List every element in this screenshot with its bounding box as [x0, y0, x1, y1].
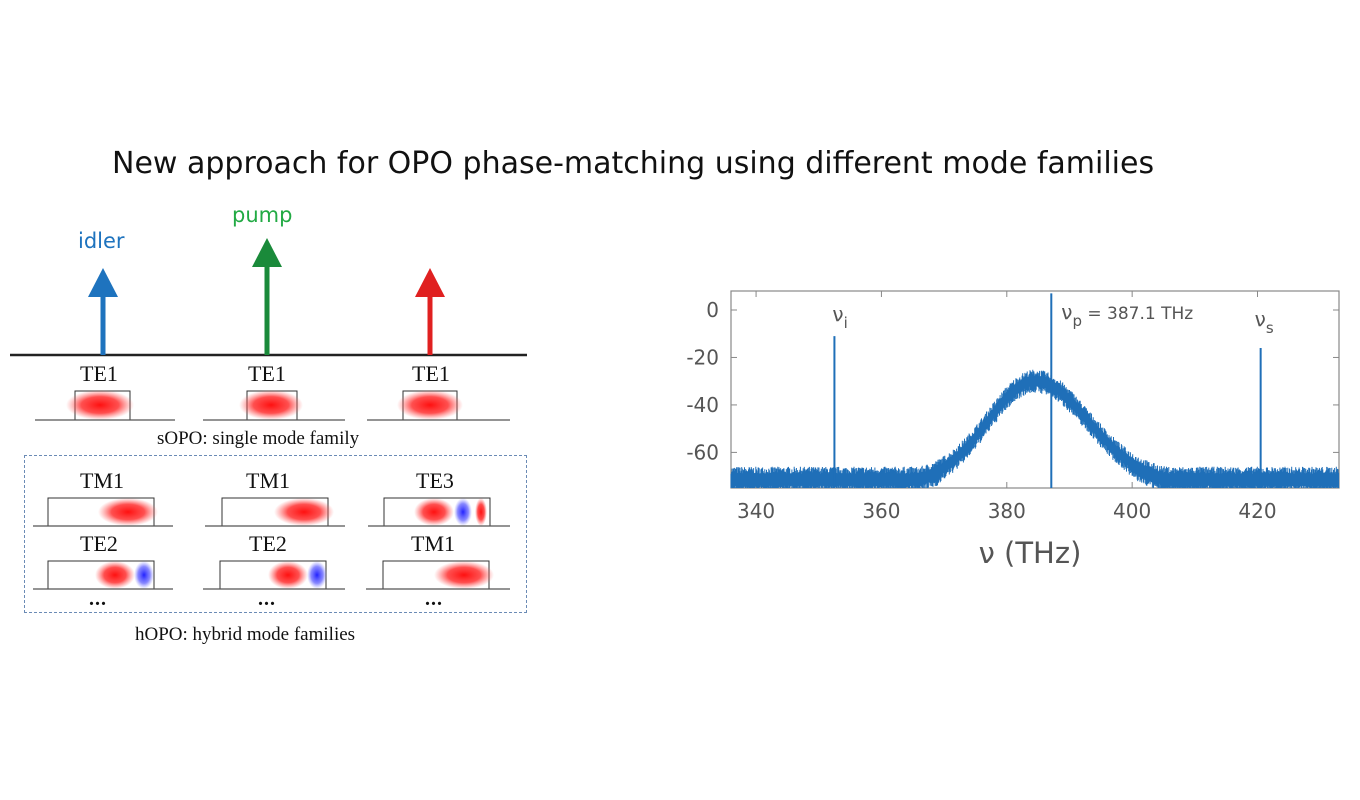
- y-axis: 0 -20 -40 -60: [686, 298, 1339, 464]
- sopo-mode-label-2: TE1: [248, 361, 286, 386]
- noise-floor-series: [730, 369, 1340, 488]
- x-tick-label: 380: [988, 499, 1026, 523]
- peak-lines: [833, 293, 1262, 488]
- y-tick-label: -40: [686, 393, 719, 417]
- pump-arrow: [252, 238, 282, 355]
- peak-label: νp = 387.1 THz: [1061, 300, 1193, 330]
- signal-arrow: [415, 268, 445, 355]
- plot-frame: [730, 290, 1340, 489]
- hopo-mode-te2-b: [203, 560, 345, 590]
- x-tick-label: 360: [862, 499, 900, 523]
- hopo-label-r1-1: TM1: [80, 468, 124, 493]
- sopo-mode-label-3: TE1: [412, 361, 450, 386]
- hopo-label-r2-2: TE2: [249, 531, 287, 556]
- hopo-ellipsis-2: ...: [258, 588, 276, 610]
- peak-label: νi: [832, 302, 847, 332]
- hopo-mode-te3: [368, 497, 510, 527]
- hopo-group-box: [24, 455, 527, 613]
- sopo-mode-label-1: TE1: [80, 361, 118, 386]
- x-tick-label: 420: [1238, 499, 1276, 523]
- hopo-mode-tm1-c: [366, 560, 510, 590]
- x-axis: 340 360 380 400 420: [737, 291, 1277, 523]
- x-tick-label: 340: [737, 499, 775, 523]
- hopo-label-r2-3: TM1: [411, 531, 455, 556]
- hopo-mode-tm1-b: [205, 497, 345, 527]
- slide-title: New approach for OPO phase-matching usin…: [112, 146, 1155, 181]
- idler-arrow: [88, 268, 118, 355]
- hopo-caption: hOPO: hybrid mode families: [135, 624, 356, 645]
- hopo-ellipsis-1: ...: [89, 588, 107, 610]
- hopo-label-r1-3: TE3: [416, 468, 454, 493]
- hopo-label-r2-1: TE2: [80, 531, 118, 556]
- x-axis-title: ν (THz): [979, 536, 1082, 570]
- envelope-series: [931, 375, 1139, 471]
- sopo-caption: sOPO: single mode family: [157, 428, 360, 449]
- y-tick-label: 0: [706, 298, 719, 322]
- sopo-mode-3: [367, 390, 510, 421]
- peak-label: νs: [1255, 307, 1274, 337]
- pump-label: pump: [232, 203, 293, 227]
- hopo-label-r1-2: TM1: [246, 468, 290, 493]
- hopo-mode-te2-a: [33, 560, 173, 590]
- idler-label: idler: [78, 229, 125, 253]
- hopo-ellipsis-3: ...: [425, 588, 443, 610]
- x-tick-label: 400: [1113, 499, 1151, 523]
- y-tick-label: -60: [686, 440, 719, 464]
- y-tick-label: -20: [686, 345, 719, 369]
- hopo-mode-tm1-a: [33, 497, 173, 527]
- sopo-mode-2: [203, 390, 345, 421]
- sopo-mode-1: [35, 390, 175, 421]
- mode-diagram: [10, 238, 527, 590]
